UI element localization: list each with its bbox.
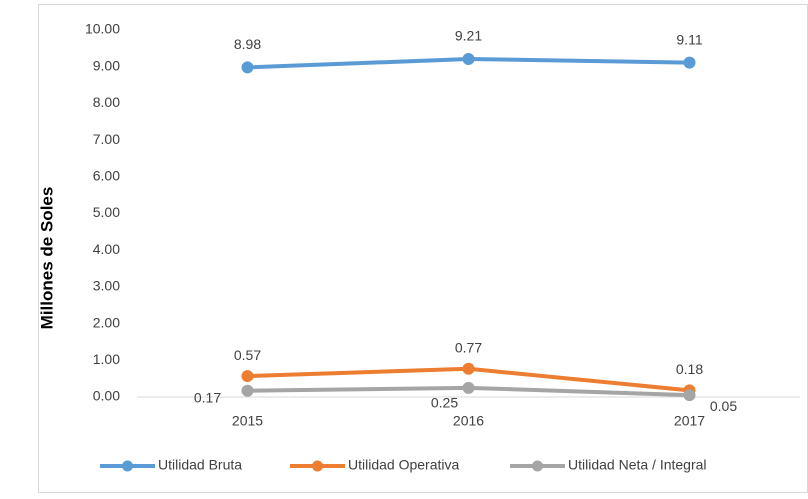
y-tick-label: 7.00 xyxy=(93,131,120,147)
data-label: 9.21 xyxy=(455,28,482,44)
y-tick-label: 9.00 xyxy=(93,57,120,73)
data-label: 0.17 xyxy=(194,389,221,405)
legend-label: Utilidad Bruta xyxy=(158,457,242,473)
y-tick-label: 1.00 xyxy=(93,351,120,367)
x-tick-label: 2015 xyxy=(232,413,263,429)
data-label: 0.18 xyxy=(676,361,703,377)
y-tick-label: 6.00 xyxy=(93,168,120,184)
data-label: 9.11 xyxy=(676,31,702,47)
legend-label: Utilidad Operativa xyxy=(348,457,459,473)
legend-marker xyxy=(312,460,323,472)
point xyxy=(241,370,254,383)
legend-marker xyxy=(122,460,133,472)
y-tick-label: 0.00 xyxy=(93,388,120,404)
x-tick-label: 2017 xyxy=(674,413,705,429)
y-tick-label: 8.00 xyxy=(93,94,120,110)
y-tick-label: 10.00 xyxy=(85,21,120,37)
point xyxy=(462,381,475,394)
point xyxy=(462,362,475,375)
point xyxy=(462,52,475,65)
point xyxy=(241,384,254,397)
point xyxy=(241,61,254,74)
y-tick-label: 5.00 xyxy=(93,204,120,220)
data-label: 0.05 xyxy=(710,398,737,414)
data-label: 0.77 xyxy=(455,339,482,355)
data-label: 0.57 xyxy=(234,347,261,363)
point xyxy=(683,56,696,69)
y-tick-label: 3.00 xyxy=(93,278,120,294)
point xyxy=(683,389,696,402)
y-axis-label: Millones de Soles xyxy=(37,187,56,330)
legend-label: Utilidad Neta / Integral xyxy=(568,457,707,473)
data-label: 0.25 xyxy=(431,395,458,411)
x-tick-label: 2016 xyxy=(453,413,484,429)
y-tick-label: 2.00 xyxy=(93,314,120,330)
legend-marker xyxy=(532,460,543,472)
chart-frame xyxy=(38,4,808,493)
data-label: 8.98 xyxy=(234,36,261,52)
y-tick-label: 4.00 xyxy=(93,241,120,257)
